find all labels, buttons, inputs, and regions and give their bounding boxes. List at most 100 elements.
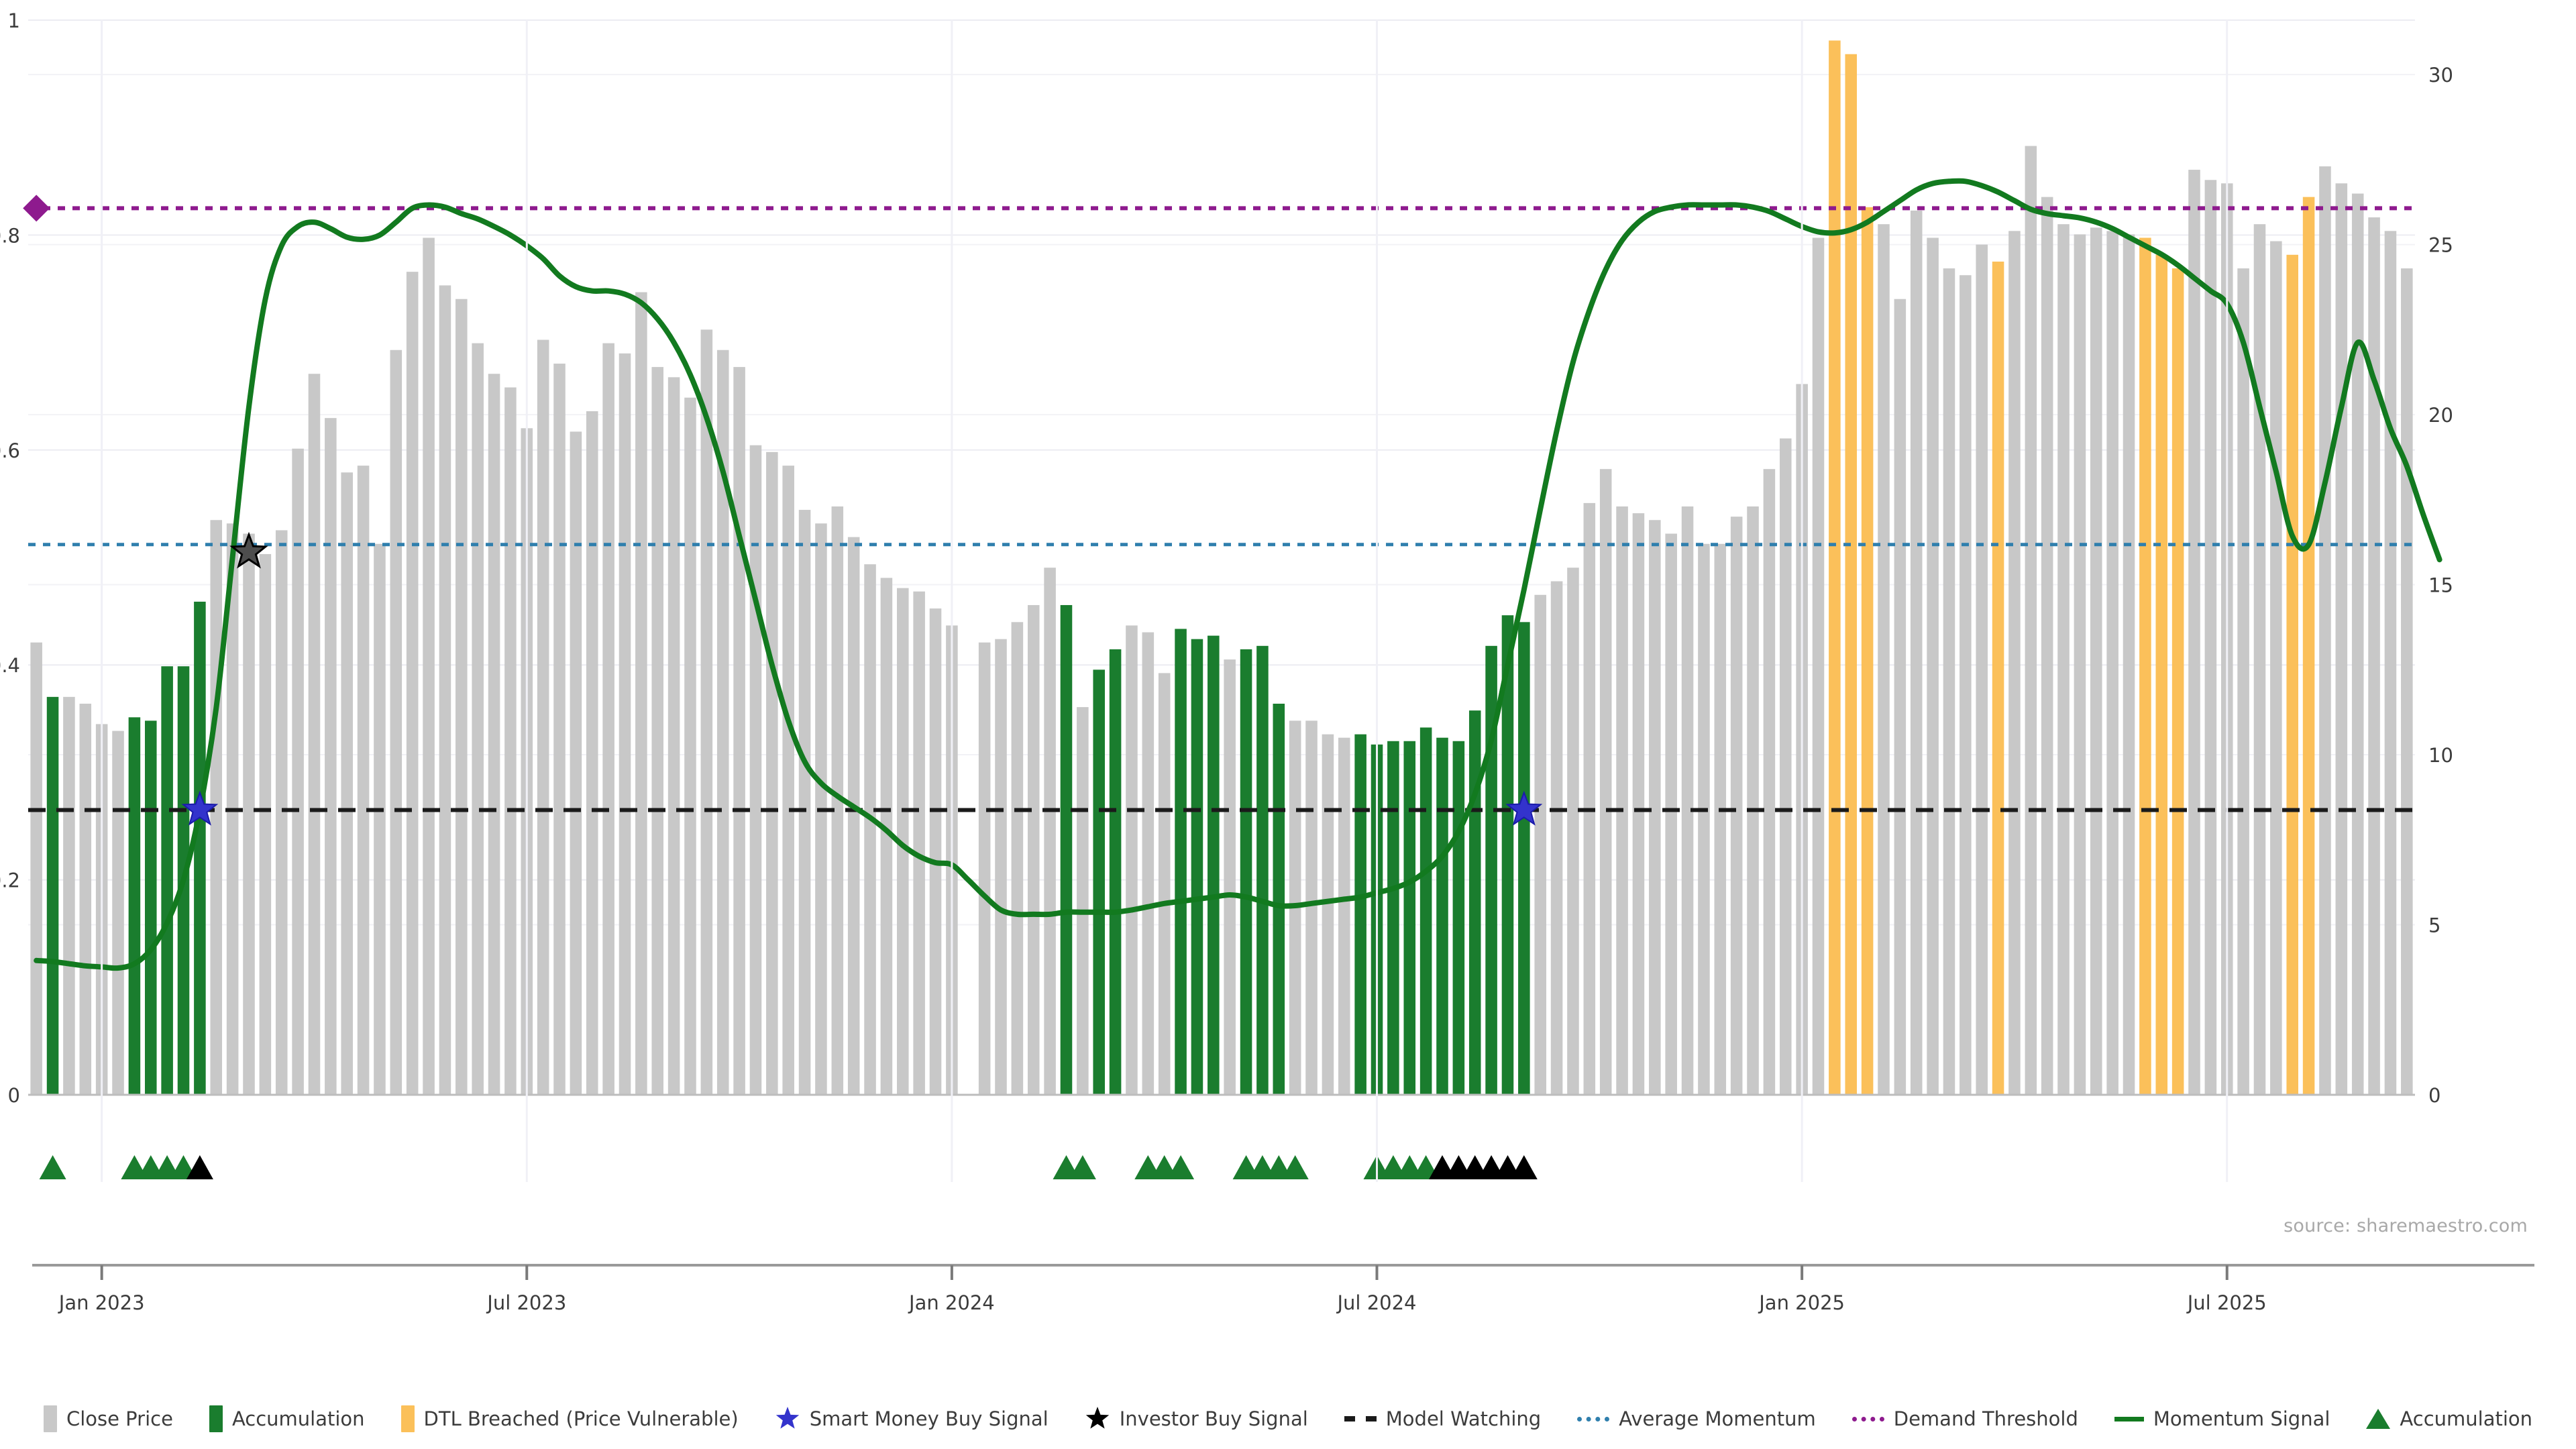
price-bar [1812,237,1825,1095]
price-bar [79,703,92,1095]
price-bar [1518,622,1530,1095]
legend-item[interactable]: Accumulation [2366,1407,2532,1430]
price-bar [357,466,370,1095]
price-bar [1387,741,1399,1095]
price-bar [1027,604,1040,1095]
price-bar [1550,581,1563,1095]
price-bar [2041,197,2053,1095]
price-bar [1452,741,1465,1095]
y-left-tick-label: 0.2 [0,869,20,892]
price-bar [112,731,124,1095]
y-left-tick-label: 1 [8,9,20,32]
price-bar [2074,234,2086,1095]
legend-item[interactable]: Model Watching [1344,1407,1541,1430]
price-bar [1419,727,1432,1095]
price-bar [1273,703,1285,1095]
price-bar [1910,210,1923,1095]
axis-baseline [28,1093,2534,1267]
price-bar [472,343,484,1095]
price-bar [2123,234,2135,1095]
legend-item[interactable]: Investor Buy Signal [1085,1406,1308,1432]
price-bar [978,642,991,1095]
price-bar [897,588,909,1095]
legend-item[interactable]: Smart Money Buy Signal [775,1406,1049,1432]
accumulation-triangle [1281,1155,1309,1179]
y-axis-right-ticks: 0 5 10 15 20 25 30 [2428,64,2453,1107]
legend-item[interactable]: DTL Breached (Price Vulnerable) [400,1405,739,1432]
legend-item[interactable]: Accumulation [209,1405,365,1432]
reference-lines [28,206,2415,812]
signal-markers [23,195,1543,826]
x-tick-label: Jan 2025 [1758,1291,1845,1314]
price-bar [1861,207,1874,1095]
price-bar [2204,180,2217,1095]
price-bar [929,608,942,1095]
chart-legend: Close Price Accumulation DTL Breached (Pri… [0,1405,2576,1432]
price-bar [570,431,582,1095]
price-bar [684,397,696,1095]
legend-item[interactable]: Demand Threshold [1851,1407,2078,1430]
legend-label: Momentum Signal [2153,1407,2330,1430]
legend-label: Demand Threshold [1893,1407,2078,1430]
smart-money-buy-signal-star[interactable] [181,790,219,826]
price-bar [1501,615,1514,1095]
price-bar [128,717,141,1095]
price-bars [30,40,2413,1095]
price-bar [455,299,468,1095]
legend-item[interactable]: Average Momentum [1577,1407,1816,1430]
legend-item[interactable]: Close Price [43,1405,173,1432]
x-tick-label: Jul 2023 [486,1291,566,1314]
smart-money-buy-signal-star[interactable] [1505,790,1543,826]
x-tick-label: Jul 2025 [2186,1291,2267,1314]
price-bar [1109,649,1122,1095]
price-bar [1158,673,1171,1095]
price-bar [1698,543,1710,1095]
price-bar [1681,506,1694,1095]
price-bar [864,564,876,1095]
legend-label: Accumulation [2400,1407,2533,1430]
price-bar [161,666,173,1095]
price-bar [1649,520,1661,1095]
price-bar [1191,639,1203,1095]
price-bar [1747,506,1759,1095]
price-bar [1616,506,1628,1095]
price-bar [1256,645,1269,1095]
price-bar [716,350,729,1095]
accumulation-triangle [1510,1155,1538,1179]
legend-dash-swatch [1344,1416,1377,1421]
price-bar [1665,533,1677,1095]
price-bar [619,353,631,1095]
price-bar [700,329,713,1095]
price-bar [1632,513,1645,1095]
price-bar [308,374,321,1095]
price-bar [537,339,549,1095]
price-bar [1714,543,1727,1095]
price-bar [2237,268,2249,1095]
price-bar [602,343,614,1095]
investor-buy-signal-star[interactable] [229,531,268,569]
price-bar [1093,669,1105,1095]
price-bar [847,537,860,1095]
price-bar [2253,224,2266,1095]
source-note: source: sharemaestro.com [2284,1216,2528,1236]
demand-threshold-diamond-marker [23,195,50,222]
price-bar [2401,268,2413,1095]
price-bar [1126,625,1138,1095]
y-right-tick-label: 20 [2428,404,2453,427]
price-bar [1927,237,1939,1095]
price-bar [488,374,500,1095]
price-bar [2139,237,2151,1095]
price-bar [2008,231,2021,1095]
price-bar [2335,183,2348,1095]
legend-line-swatch [2114,1416,2144,1421]
legend-item[interactable]: Momentum Signal [2114,1407,2330,1430]
legend-label: Smart Money Buy Signal [809,1407,1049,1430]
price-bar [2270,241,2282,1095]
momentum-signal-path [34,178,2443,971]
price-bar [995,639,1007,1095]
price-bar [325,418,337,1095]
legend-dotted-swatch [1851,1416,1884,1421]
price-bar [880,578,893,1095]
x-axis-ticks: Jan 2023 Jul 2023 Jan 2024 Jul 2024 Jan 2025… [58,20,2267,1314]
gridlines [28,19,2415,1095]
